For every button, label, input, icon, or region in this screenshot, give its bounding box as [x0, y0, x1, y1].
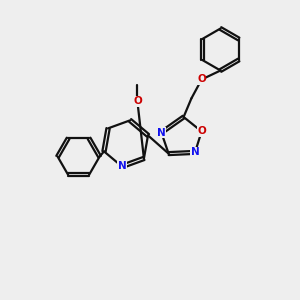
Text: O: O [197, 74, 206, 85]
Text: O: O [133, 96, 142, 106]
Text: O: O [197, 126, 206, 136]
Text: N: N [190, 147, 200, 158]
Text: N: N [118, 161, 126, 171]
Text: N: N [157, 128, 166, 138]
